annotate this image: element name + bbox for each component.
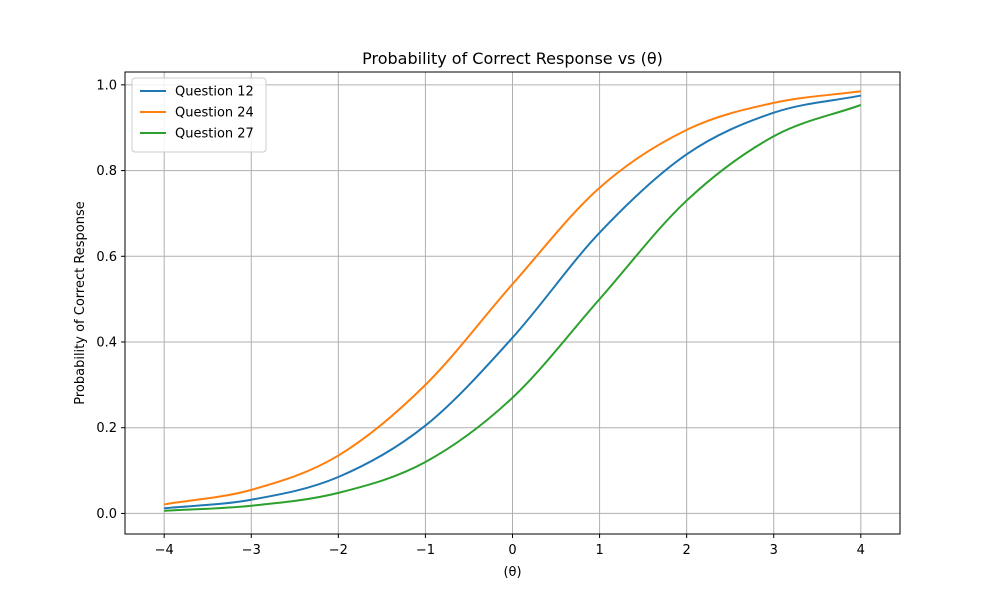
y-tick-label: 0.0	[96, 507, 117, 522]
x-tick-label: −4	[155, 543, 174, 558]
series-line-2	[164, 90, 861, 506]
series-line-3	[164, 104, 862, 512]
axis-ticks: −4 −3 −2 −1 0 1 2 3 4 0.0 0.2 0.4 0.6 0.8 1.0	[96, 78, 865, 558]
y-tick-label: 0.8	[96, 164, 117, 179]
x-tick-label: −3	[242, 543, 261, 558]
legend-label: Question 24	[175, 106, 254, 121]
x-tick-label: 2	[683, 543, 691, 558]
x-tick-label: 1	[595, 543, 603, 558]
legend: Question 12 Question 24 Question 27	[131, 77, 267, 153]
x-tick-label: 4	[857, 543, 865, 558]
y-tick-label: 0.2	[96, 421, 117, 436]
y-axis-label: Probability of Correct Response	[73, 201, 88, 405]
legend-label: Question 27	[175, 127, 254, 142]
chart-title: Probability of Correct Response vs (θ)	[362, 49, 663, 68]
x-axis-label: (θ)	[503, 565, 521, 580]
y-tick-label: 1.0	[96, 78, 117, 93]
y-tick-label: 0.4	[96, 336, 117, 351]
series-line-1	[164, 94, 862, 510]
grid	[125, 72, 900, 534]
x-tick-label: −1	[416, 543, 435, 558]
x-tick-label: −2	[329, 543, 348, 558]
x-tick-label: 0	[508, 543, 516, 558]
legend-label: Question 12	[175, 85, 254, 100]
x-tick-label: 3	[770, 543, 778, 558]
y-tick-label: 0.6	[96, 250, 117, 265]
series-lines	[164, 90, 862, 512]
